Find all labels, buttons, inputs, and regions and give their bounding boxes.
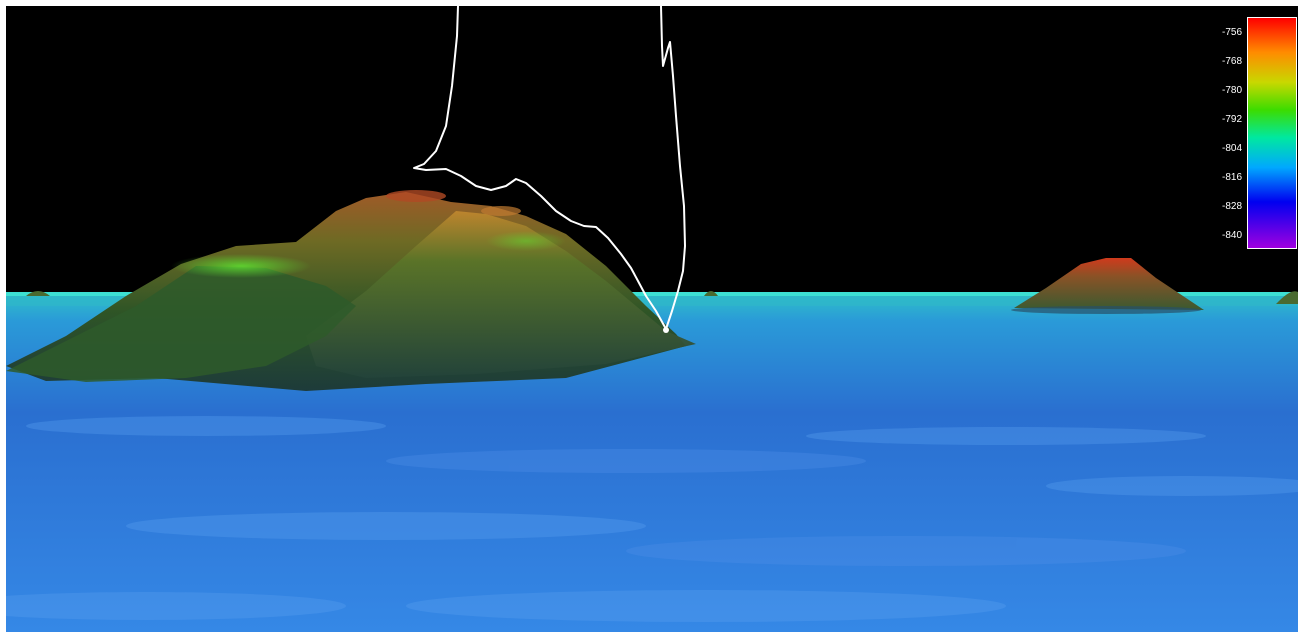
- colorbar-tick-label: -768: [1221, 56, 1242, 67]
- seamount-ridge-front: [306, 211, 696, 378]
- sky-background: [6, 6, 1298, 296]
- seafloor-texture: [6, 416, 1298, 622]
- ridge-highlight: [486, 231, 566, 251]
- survey-track-line: [413, 6, 667, 330]
- survey-track-line: [660, 6, 686, 330]
- distant-bump: [26, 291, 50, 296]
- track-endpoint: [663, 327, 669, 333]
- horizon-line: [6, 292, 1298, 296]
- colorbar-tick-label: -828: [1221, 201, 1242, 212]
- colorbar-tick-label: -780: [1221, 85, 1242, 96]
- ridge-highlight: [171, 254, 311, 278]
- distant-bump: [704, 291, 718, 296]
- scene-canvas[interactable]: [6, 6, 1298, 632]
- colorbar-tick-label: -816: [1221, 172, 1242, 183]
- 3d-bathymetry-viewport[interactable]: -756 -768 -780 -792 -804 -816 -828 -840: [6, 6, 1298, 632]
- ridge-summit: [481, 206, 521, 216]
- colorbar-tick-label: -756: [1221, 27, 1242, 38]
- colorbar-tick-label: -840: [1221, 230, 1242, 241]
- distant-bump: [1276, 291, 1298, 304]
- seamount-shoulder: [6, 266, 356, 382]
- colorbar-tick-label: -804: [1221, 143, 1242, 154]
- ridge-summit: [386, 190, 446, 202]
- depth-colorbar: [1247, 17, 1297, 249]
- colorbar-tick-label: -792: [1221, 114, 1242, 125]
- seamount-right: [1014, 258, 1204, 310]
